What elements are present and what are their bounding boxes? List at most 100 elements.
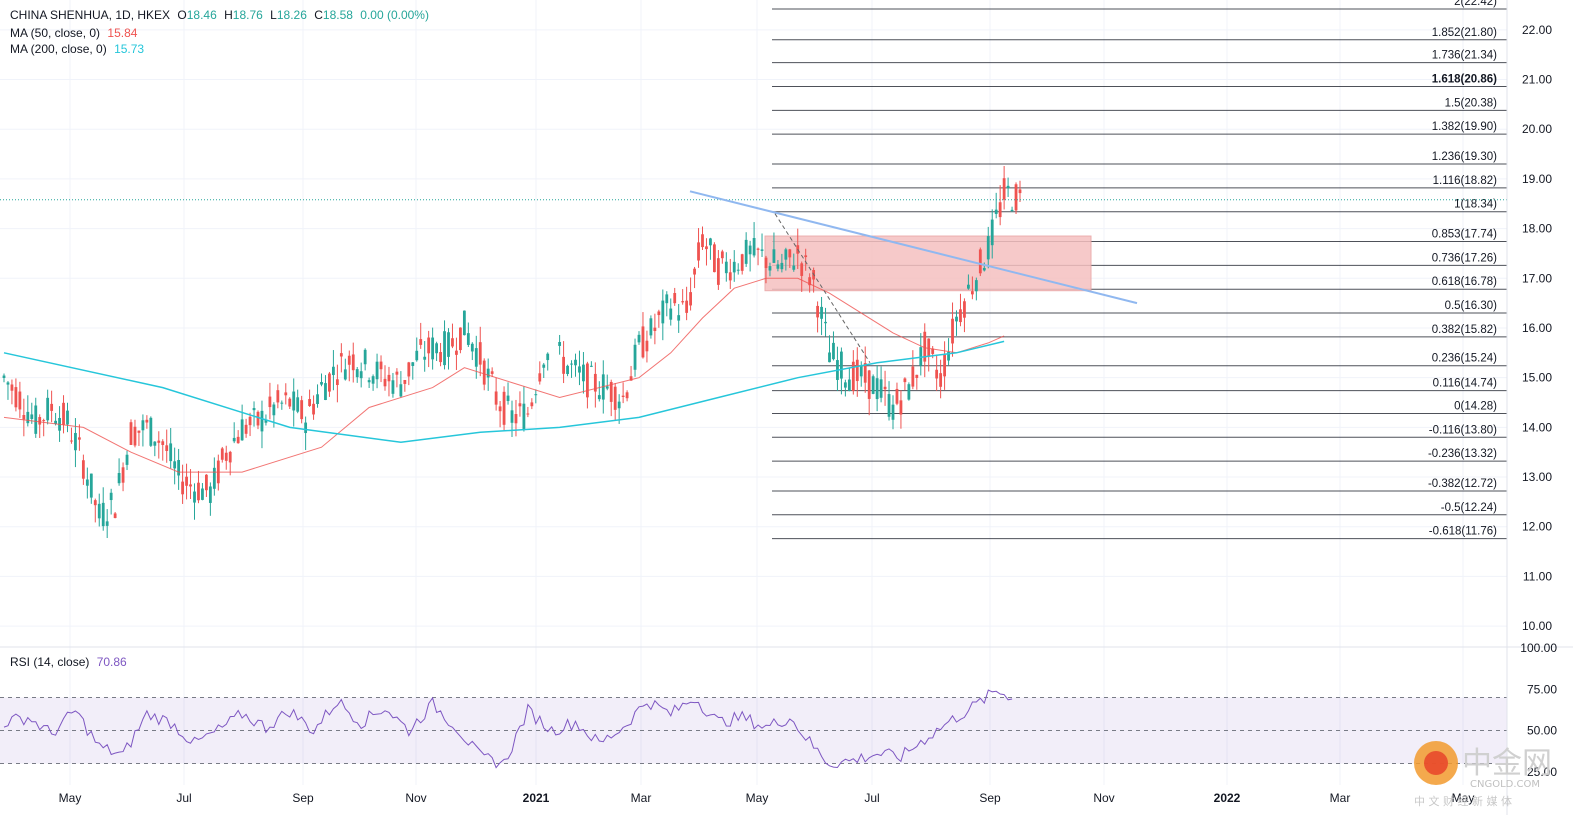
candle-body xyxy=(752,237,756,256)
candle-body xyxy=(578,366,581,373)
candle-body xyxy=(363,349,367,365)
candle-body xyxy=(705,246,708,250)
ma50-legend[interactable]: MA (50, close, 0) 15.84 xyxy=(10,26,138,40)
candle-body xyxy=(653,327,657,331)
candle-body xyxy=(736,269,740,271)
candle-body xyxy=(867,370,871,399)
candle-body xyxy=(764,257,768,269)
candle-body xyxy=(978,249,982,274)
time-tick-label: Nov xyxy=(405,791,426,805)
candle-body xyxy=(22,415,26,420)
candle-body xyxy=(919,347,923,366)
price-tick-label: 20.00 xyxy=(1522,122,1552,136)
candle-body xyxy=(776,264,780,269)
fibonacci-levels: 2(22.42) 1.852(21.80) 1.736(21.34) 1.618(20… xyxy=(772,0,1507,540)
candle-body xyxy=(339,353,343,357)
candle-body xyxy=(939,373,943,387)
fib-label: 0.736(17.26) xyxy=(1432,252,1497,264)
candle-body xyxy=(117,472,121,484)
rsi-legend[interactable]: RSI (14, close) 70.86 xyxy=(10,655,127,669)
fib-label: 0.618(16.78) xyxy=(1432,276,1497,288)
candle-body xyxy=(2,375,6,378)
candle-body xyxy=(832,342,835,360)
candle-body xyxy=(542,364,546,368)
candle-body xyxy=(407,362,411,377)
candle-body xyxy=(847,379,851,391)
candle-body xyxy=(701,234,704,248)
candle-body xyxy=(451,338,454,347)
candle-body xyxy=(720,251,724,259)
candle-body xyxy=(276,390,280,403)
candle-body xyxy=(1010,209,1014,212)
candle-body xyxy=(1006,185,1010,189)
candle-body xyxy=(252,408,256,411)
price-tick-label: 15.00 xyxy=(1522,371,1552,385)
candle-body xyxy=(10,384,14,391)
candle-body xyxy=(292,391,296,411)
candle-body xyxy=(462,310,466,336)
candle-body xyxy=(970,291,974,295)
candle-body xyxy=(681,301,685,303)
candle-body xyxy=(522,403,526,430)
candle-body xyxy=(375,361,379,380)
ma200-legend[interactable]: MA (200, close, 0) 15.73 xyxy=(10,42,145,56)
candle-body xyxy=(661,300,665,324)
candle-body xyxy=(498,406,502,412)
candle-body xyxy=(931,348,935,354)
candle-body xyxy=(558,341,562,346)
candle-body xyxy=(732,261,736,273)
candle-body xyxy=(955,316,958,322)
candle-body xyxy=(947,351,950,361)
candle-body xyxy=(121,467,125,483)
time-tick-label: Mar xyxy=(631,791,652,805)
candle-body xyxy=(264,420,268,423)
candle-body xyxy=(157,440,161,443)
candle-body xyxy=(367,380,371,383)
candle-body xyxy=(927,338,931,357)
fib-label: -0.236(13.32) xyxy=(1428,448,1497,460)
candle-body xyxy=(808,277,812,286)
candle-body xyxy=(800,263,804,276)
candle-body xyxy=(998,202,1002,218)
candle-body xyxy=(145,419,149,423)
time-tick-label: 2021 xyxy=(523,791,550,805)
candle-body xyxy=(994,209,998,214)
time-tick-label: May xyxy=(59,791,82,805)
candle-body xyxy=(744,239,748,264)
candle-body xyxy=(633,344,637,370)
candle-body xyxy=(959,309,962,323)
candle-body xyxy=(201,488,204,500)
candle-body xyxy=(649,318,653,336)
candle-body xyxy=(304,422,308,434)
fib-label: 1.852(21.80) xyxy=(1432,27,1497,39)
candle-body xyxy=(54,420,57,424)
candle-body xyxy=(296,397,300,412)
candle-body xyxy=(224,452,228,461)
svg-text:中金网: 中金网 xyxy=(1462,746,1552,781)
fib-label: 0.236(15.24) xyxy=(1432,353,1497,365)
candle-body xyxy=(490,371,494,374)
candle-body xyxy=(824,321,827,324)
fib-label: 1(18.34) xyxy=(1454,199,1497,211)
candle-body xyxy=(105,521,109,526)
candle-body xyxy=(181,481,184,495)
candle-body xyxy=(859,365,863,377)
candle-body xyxy=(586,363,589,398)
candle-body xyxy=(617,401,621,409)
candlesticks xyxy=(2,166,1022,539)
candle-body xyxy=(141,420,145,431)
candle-body xyxy=(820,306,823,319)
candle-body xyxy=(974,280,978,292)
candle-body xyxy=(935,369,939,379)
candle-body xyxy=(431,337,435,360)
candle-body xyxy=(1014,184,1018,211)
candle-body xyxy=(482,360,486,385)
candle-body xyxy=(419,339,423,345)
candle-body xyxy=(133,426,137,446)
candle-body xyxy=(62,402,65,425)
candle-body xyxy=(371,376,375,384)
candle-body xyxy=(89,473,93,498)
candle-body xyxy=(772,249,776,263)
candle-body xyxy=(863,363,867,383)
